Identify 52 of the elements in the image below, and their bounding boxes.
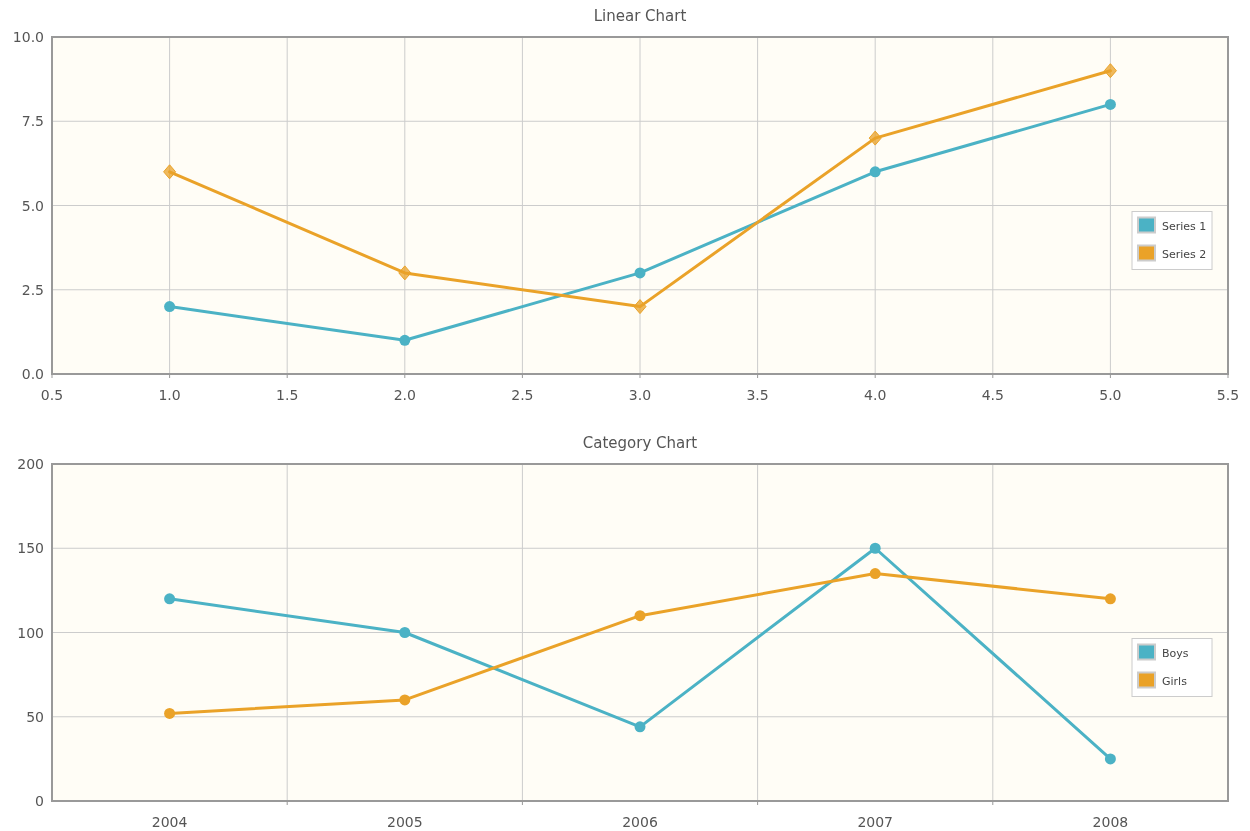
point xyxy=(868,130,882,146)
x-tick-label: 5.5 xyxy=(1216,387,1240,403)
point xyxy=(1104,753,1116,765)
legend-label: Boys xyxy=(1162,646,1189,660)
x-tick-label: 3.5 xyxy=(746,387,769,403)
point xyxy=(164,593,176,605)
chart-title: Category Chart xyxy=(582,434,698,452)
point xyxy=(399,694,411,706)
y-tick-label: 0 xyxy=(35,793,44,809)
y-tick-label: 200 xyxy=(17,456,44,472)
y-tick-label: 150 xyxy=(17,540,44,557)
point xyxy=(869,568,881,580)
chart-title: Linear Chart xyxy=(593,7,687,25)
point xyxy=(399,627,411,638)
point xyxy=(163,164,177,180)
x-tick-label: 2007 xyxy=(857,814,894,830)
x-tick-label: 5.0 xyxy=(1099,387,1122,403)
x-tick-label: 4.0 xyxy=(864,387,887,403)
point xyxy=(1104,593,1116,605)
x-tick-label: 4.5 xyxy=(981,387,1004,403)
x-tick-label: 2006 xyxy=(622,814,658,830)
point xyxy=(1104,98,1116,110)
y-tick-label: 0.0 xyxy=(21,366,44,382)
point xyxy=(869,542,881,554)
y-tick-label: 5.0 xyxy=(21,197,44,214)
y-tick-label: 50 xyxy=(26,708,44,725)
x-tick-label: 2004 xyxy=(151,814,188,830)
x-tick-label: 2.5 xyxy=(511,387,534,403)
x-tick-label: 2005 xyxy=(386,814,423,830)
point xyxy=(164,301,176,313)
point xyxy=(633,299,647,315)
y-tick-label: 2.5 xyxy=(21,281,44,298)
point xyxy=(398,265,412,281)
point xyxy=(164,707,176,719)
point xyxy=(869,166,881,178)
legend-label: Series 2 xyxy=(1162,247,1207,261)
y-tick-label: 10.0 xyxy=(12,29,44,45)
y-tick-label: 7.5 xyxy=(21,113,44,130)
x-tick-label: 3.0 xyxy=(628,387,652,403)
x-tick-label: 2008 xyxy=(1092,814,1129,830)
point xyxy=(634,267,646,279)
legend-label: Girls xyxy=(1162,674,1188,688)
point xyxy=(399,334,411,346)
x-tick-label: 2.0 xyxy=(393,387,416,403)
x-tick-label: 1.0 xyxy=(158,387,181,403)
x-tick-label: 1.5 xyxy=(276,387,299,403)
point xyxy=(1103,63,1117,79)
point xyxy=(634,721,646,733)
point xyxy=(634,610,646,622)
y-tick-label: 100 xyxy=(17,624,44,641)
x-tick-label: 0.5 xyxy=(40,387,64,403)
legend-label: Series 1 xyxy=(1162,219,1207,233)
